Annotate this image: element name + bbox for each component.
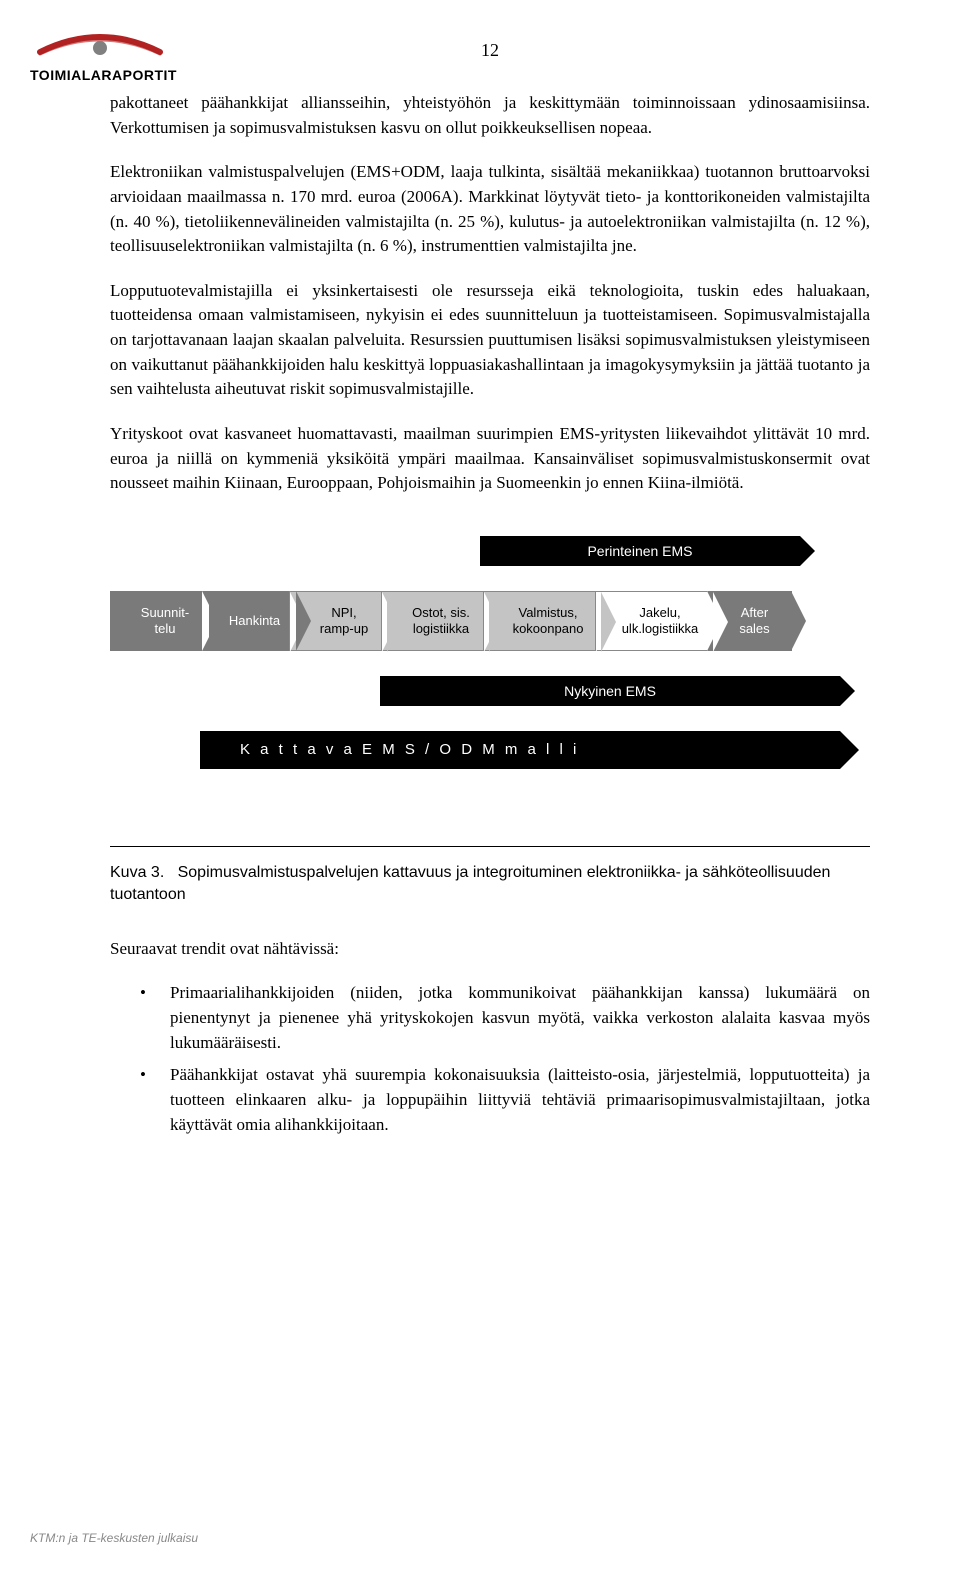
process-diagram: Perinteinen EMS Suunnit-telu Hankinta NPI,… <box>110 536 870 816</box>
paragraph-3: Lopputuotevalmistajilla ei yksinkertaise… <box>110 279 870 402</box>
trends-list: Primaarialihankkijoiden (niiden, jotka k… <box>110 981 870 1137</box>
paragraph-2: Elektroniikan valmistuspalvelujen (EMS+O… <box>110 160 870 259</box>
logo: TOIMIALARAPORTIT <box>30 30 210 83</box>
logo-text: TOIMIALARAPORTIT <box>30 67 210 83</box>
paragraph-1: pakottaneet päähankkijat alliansseihin, … <box>110 91 870 140</box>
chevron-label-2: NPI,ramp-up <box>320 605 368 636</box>
nykyinen-ems-bar: Nykyinen EMS <box>380 676 840 706</box>
chevron-label-3: Ostot, sis.logistiikka <box>412 605 470 636</box>
bullet-1: Primaarialihankkijoiden (niiden, jotka k… <box>140 981 870 1055</box>
kattava-label: K a t t a v a E M S / O D M m a l l i <box>240 741 579 758</box>
footer-text: KTM:n ja TE-keskusten julkaisu <box>30 1531 198 1545</box>
caption-text: Sopimusvalmistuspalvelujen kattavuus ja … <box>110 864 830 903</box>
chevron-label-4: Valmistus,kokoonpano <box>513 605 584 636</box>
divider <box>110 846 870 847</box>
chevron-label-6: Aftersales <box>739 605 769 636</box>
chevron-label-1: Hankinta <box>229 613 280 629</box>
nykyinen-label: Nykyinen EMS <box>564 683 656 699</box>
chevron-label-5: Jakelu,ulk.logistiikka <box>622 605 699 636</box>
bullet-2: Päähankkijat ostavat yhä suurempia kokon… <box>140 1063 870 1137</box>
perinteinen-label: Perinteinen EMS <box>587 543 692 559</box>
chevron-row: Suunnit-telu Hankinta NPI,ramp-up Ostot, si… <box>110 591 870 651</box>
kattava-ems-bar: K a t t a v a E M S / O D M m a l l i <box>200 731 840 769</box>
trends-intro: Seuraavat trendit ovat nähtävissä: <box>110 937 870 962</box>
perinteinen-ems-bar: Perinteinen EMS <box>480 536 800 566</box>
paragraph-4: Yrityskoot ovat kasvaneet huomattavasti,… <box>110 422 870 496</box>
chevron-label-0: Suunnit-telu <box>141 605 189 636</box>
chevron-0: Suunnit-telu <box>110 591 210 651</box>
figure-caption: Kuva 3. Sopimusvalmistuspalvelujen katta… <box>110 862 870 907</box>
caption-prefix: Kuva 3. <box>110 864 164 881</box>
logo-swoosh-icon <box>30 30 170 60</box>
page-number: 12 <box>110 40 870 61</box>
